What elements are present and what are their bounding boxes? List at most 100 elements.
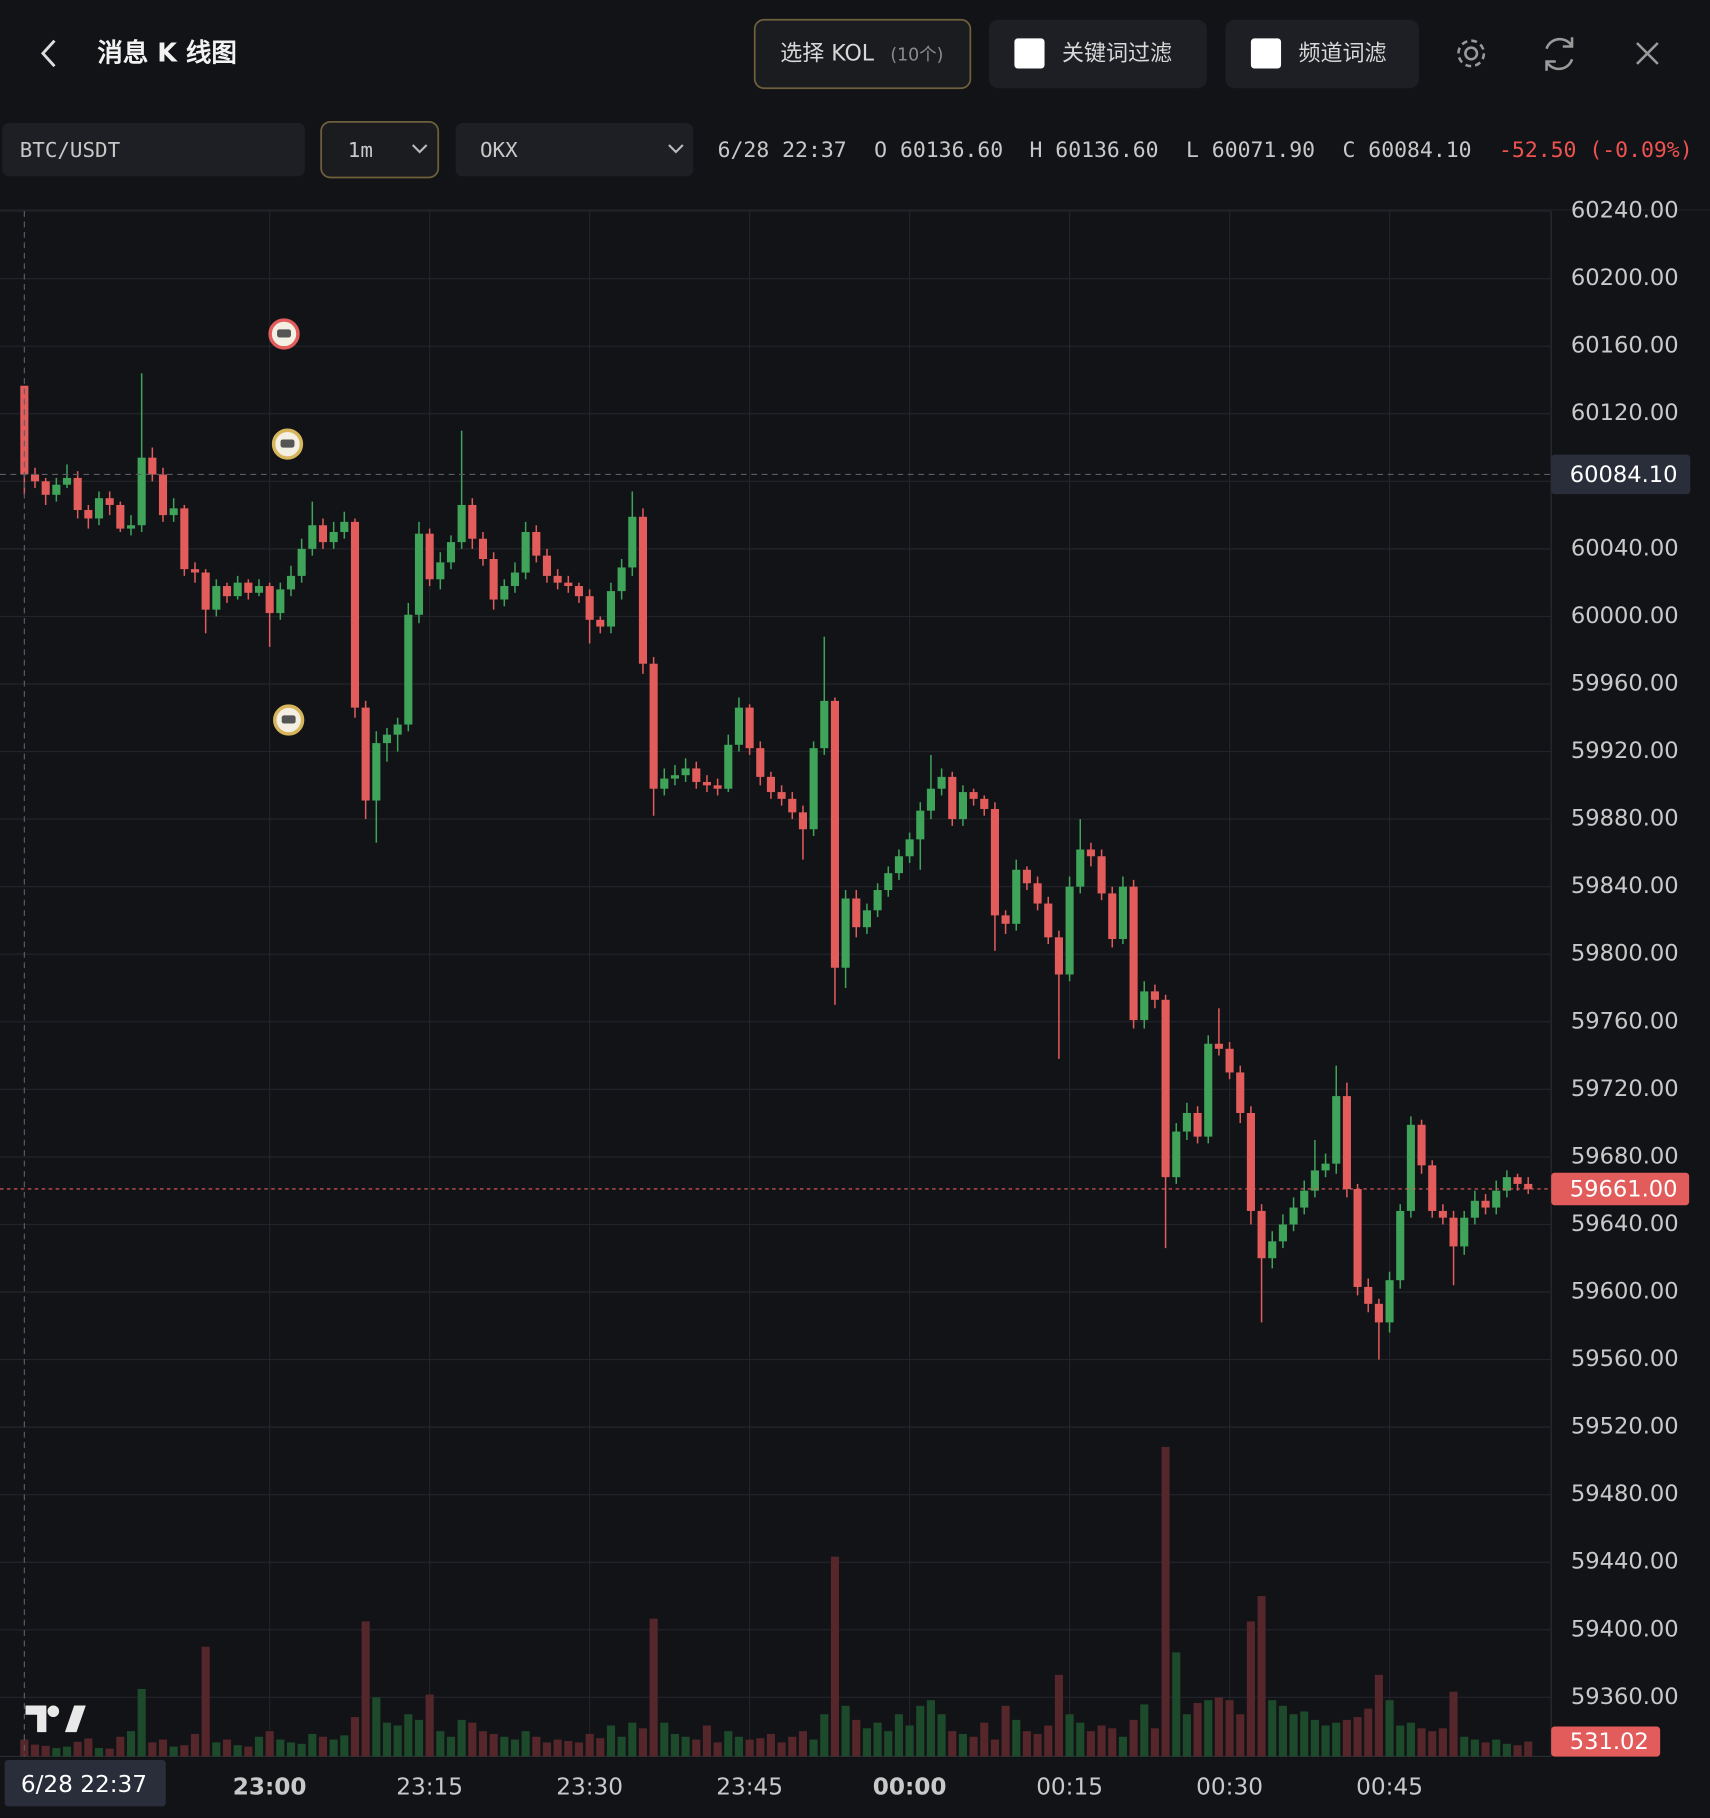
volume-bar — [638, 1728, 648, 1757]
volume-bar — [521, 1731, 530, 1757]
candle-body — [1321, 1163, 1330, 1171]
y-tick-label: 59520.00 — [1571, 1414, 1679, 1440]
keyword-filter-button[interactable] — [988, 19, 1207, 89]
legend-time: 6/28 22:37 — [718, 138, 847, 163]
refresh-icon[interactable] — [1545, 37, 1574, 71]
volume-bar — [500, 1736, 509, 1757]
exchange-select[interactable] — [455, 122, 694, 177]
volume-bar — [468, 1722, 477, 1757]
symbol-input[interactable] — [2, 122, 305, 177]
y-tick-label: 59760.00 — [1571, 1008, 1679, 1034]
candle-body — [1449, 1217, 1458, 1247]
y-tick-label: 59800.00 — [1571, 941, 1679, 967]
back-button[interactable] — [40, 39, 56, 68]
volume-bar — [1524, 1741, 1533, 1757]
candle-body — [1300, 1190, 1309, 1208]
candle-body — [372, 743, 381, 801]
candle-body — [1150, 991, 1159, 1000]
candle-body — [596, 619, 605, 627]
volume-bar — [1044, 1725, 1053, 1757]
y-tick-label: 59880.00 — [1571, 806, 1679, 832]
volume-bar — [1140, 1704, 1149, 1757]
volume-bar — [478, 1731, 488, 1757]
candle-body — [1193, 1112, 1202, 1137]
candle-body — [137, 457, 146, 526]
volume-bar — [190, 1733, 200, 1757]
channel-filter-label: 频道词滤 — [1298, 42, 1386, 67]
candle-body — [244, 582, 253, 593]
last-volume-box — [1551, 1726, 1661, 1757]
candle-body — [1396, 1210, 1405, 1281]
volume-bar — [1033, 1733, 1042, 1757]
volume-bar — [649, 1618, 658, 1757]
close-button[interactable] — [1636, 42, 1659, 65]
interval-select[interactable] — [320, 120, 440, 179]
plot-area: 60240.0060200.0060160.0060120.0060080.00… — [0, 198, 1710, 1807]
dropdown-arrow — [411, 144, 428, 154]
last-volume-label: 531.02 — [1570, 1729, 1649, 1755]
candle-body — [126, 525, 136, 529]
candle-body — [52, 484, 61, 495]
volume-bar — [73, 1741, 82, 1757]
volume-bar — [30, 1744, 40, 1757]
volume-bar — [574, 1742, 584, 1757]
candle-body — [1438, 1210, 1447, 1218]
volume-bar — [244, 1746, 253, 1757]
volume-bar — [457, 1719, 466, 1757]
volume-bar — [318, 1736, 328, 1757]
candle-body — [521, 531, 530, 573]
candle-body — [969, 792, 978, 799]
candle-body — [1161, 999, 1170, 1178]
candle-body — [606, 591, 616, 627]
checkbox[interactable] — [1250, 38, 1282, 69]
volume-bar — [980, 1722, 989, 1757]
volume-bar — [756, 1738, 765, 1757]
x-tick-label: 23:30 — [556, 1773, 623, 1800]
candle-body — [542, 555, 552, 576]
candle-body — [1257, 1210, 1266, 1259]
candle-body — [329, 531, 338, 543]
candle-body — [382, 734, 392, 744]
candle-body — [1086, 849, 1095, 857]
volume-bar — [766, 1733, 776, 1757]
candle-body — [20, 385, 29, 475]
candle-body — [1076, 849, 1085, 887]
volume-bar — [382, 1722, 392, 1757]
kol-button[interactable] — [753, 18, 972, 90]
settings-icon[interactable] — [1457, 39, 1486, 68]
volume-bar — [1481, 1742, 1490, 1757]
volume-bar — [1225, 1700, 1234, 1757]
candle-body — [574, 586, 584, 597]
volume-bar — [1001, 1705, 1010, 1757]
y-tick-label: 60240.00 — [1571, 198, 1679, 224]
volume-bar — [329, 1739, 338, 1757]
candle-body — [1502, 1177, 1511, 1191]
page-title: 消息 K 线图 — [97, 39, 237, 69]
volume-bar — [1417, 1728, 1426, 1757]
volume-bar — [254, 1736, 264, 1757]
candle-body — [62, 477, 72, 485]
x-tick-label: 00:30 — [1196, 1773, 1263, 1800]
candle-body — [617, 567, 626, 592]
volume-bar — [489, 1733, 498, 1757]
volume-bar — [1438, 1728, 1447, 1757]
volume-bar — [1193, 1702, 1202, 1757]
volume-bar — [1342, 1719, 1351, 1757]
volume-bar — [1054, 1674, 1063, 1757]
y-tick-label: 60160.00 — [1571, 333, 1679, 359]
candle-body — [884, 873, 893, 891]
volume-bar — [1076, 1722, 1085, 1757]
y-tick-label: 59680.00 — [1571, 1143, 1679, 1169]
checkbox[interactable] — [1014, 38, 1045, 69]
volume-bar — [1097, 1725, 1106, 1757]
candle-body — [489, 559, 498, 600]
volume-bar — [1396, 1725, 1405, 1757]
volume-bar — [916, 1705, 925, 1757]
candle-body — [222, 586, 232, 597]
volume-bar — [734, 1736, 744, 1757]
candle-body — [948, 776, 957, 820]
volume-bar — [116, 1736, 125, 1757]
channel-filter-button[interactable] — [1225, 19, 1420, 89]
candle-body — [1001, 915, 1010, 924]
symbol: BTC/USDT — [20, 138, 121, 162]
